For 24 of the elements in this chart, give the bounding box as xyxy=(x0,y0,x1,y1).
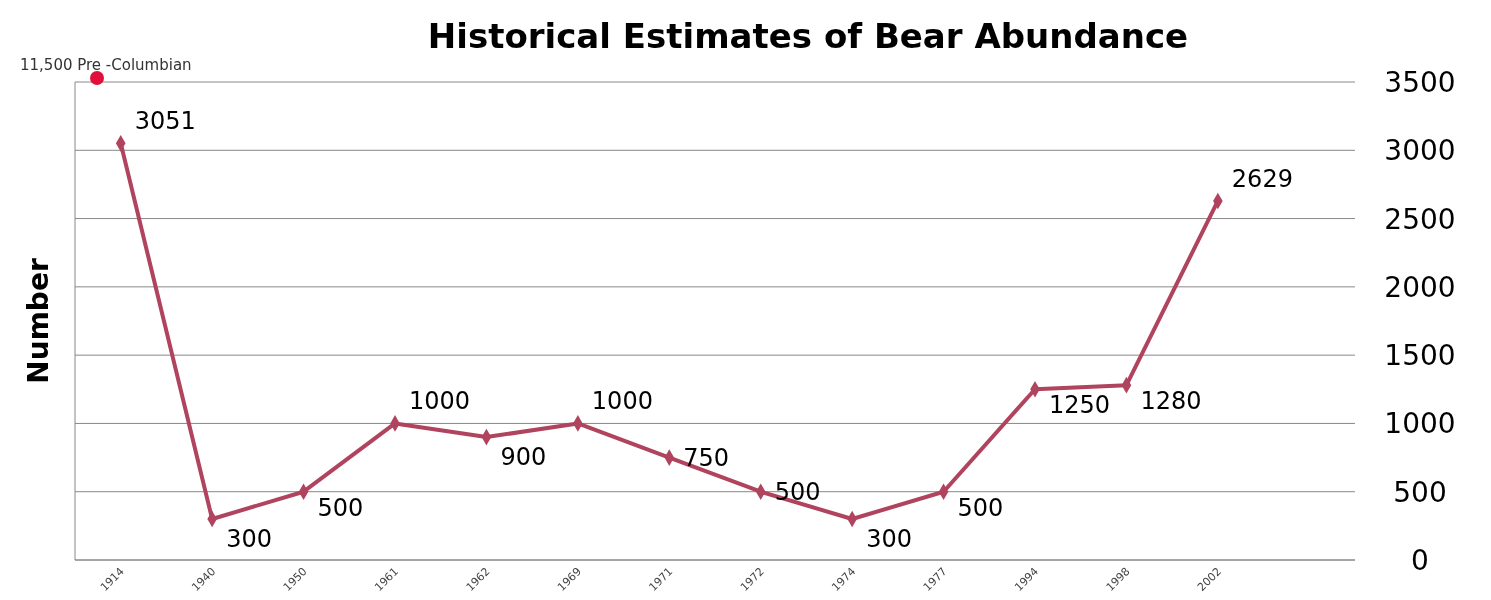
data-label: 1280 xyxy=(1140,387,1202,416)
data-label: 500 xyxy=(317,493,364,522)
y-tick-label: 1500 xyxy=(1384,339,1456,373)
y-tick-label: 0 xyxy=(1411,544,1429,577)
data-label: 500 xyxy=(774,477,821,506)
y-tick-label: 3500 xyxy=(1384,66,1456,99)
chart-title: Historical Estimates of Bear Abundance xyxy=(427,16,1189,56)
y-tick-label: 500 xyxy=(1393,475,1447,509)
data-label: 750 xyxy=(683,443,730,472)
y-tick-label: 3000 xyxy=(1384,134,1456,168)
data-label: 300 xyxy=(866,525,912,554)
data-label: 500 xyxy=(957,493,1004,522)
y-tick-label: 2500 xyxy=(1384,202,1456,236)
data-label: 1000 xyxy=(591,387,653,416)
y-axis-title: Number xyxy=(22,258,55,384)
y-tick-label: 2000 xyxy=(1384,270,1456,304)
data-label: 900 xyxy=(500,443,547,472)
data-label: 1250 xyxy=(1049,391,1111,420)
y-tick-label: 1000 xyxy=(1384,407,1456,441)
data-label: 2629 xyxy=(1231,164,1293,193)
data-label: 300 xyxy=(226,525,272,554)
data-label: 1000 xyxy=(409,387,471,416)
text: 11,500 Pre -Columbian xyxy=(20,56,192,74)
data-label: 3051 xyxy=(134,107,196,136)
